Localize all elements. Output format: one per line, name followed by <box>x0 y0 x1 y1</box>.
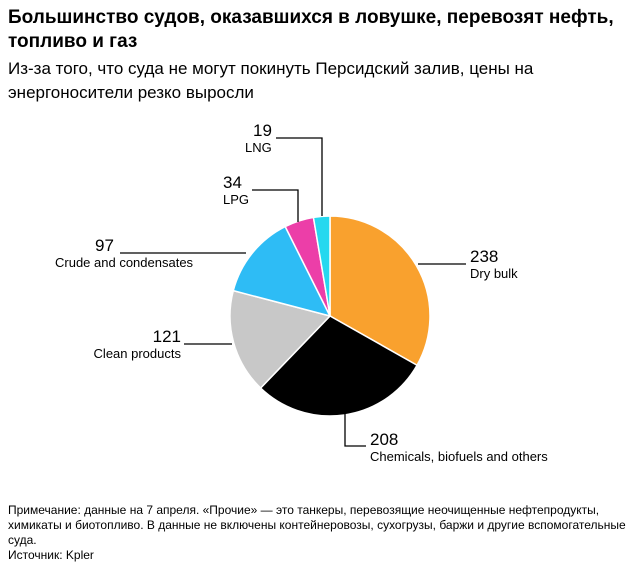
name-lng: LNG <box>245 140 272 155</box>
name-dry-bulk: Dry bulk <box>470 266 518 281</box>
value-chemicals: 208 <box>370 430 399 449</box>
name-lpg: LPG <box>223 192 250 207</box>
name-clean-products: Clean products <box>93 346 181 361</box>
label-clean-products: 121 Clean products <box>85 328 181 362</box>
label-crude: 97 Crude and condensates <box>55 237 193 271</box>
leader-line-4 <box>252 189 299 222</box>
footnote: Примечание: данные на 7 апреля. «Прочие»… <box>8 503 628 563</box>
pie-slice-crude-and-condensates <box>232 225 332 318</box>
name-chemicals: Chemicals, biofuels and others <box>370 449 548 464</box>
label-lpg: 34 LPG <box>223 174 249 208</box>
label-chemicals: 208 Chemicals, biofuels and others <box>370 431 548 465</box>
leader-line-5 <box>276 137 323 216</box>
chart-title: Большинство судов, оказавшихся в ловушке… <box>8 7 614 52</box>
source-text: Источник: Kpler <box>8 548 94 562</box>
value-lng: 19 <box>253 121 272 140</box>
note-text: Примечание: данные на 7 апреля. «Прочие»… <box>8 503 626 547</box>
pie-slice-lng <box>312 215 331 317</box>
pie-slice-clean-products <box>229 289 332 390</box>
value-dry-bulk: 238 <box>470 247 499 266</box>
value-clean-products: 121 <box>152 327 181 346</box>
value-crude: 97 <box>95 236 114 255</box>
value-lpg: 34 <box>223 173 242 192</box>
pie-slice-dry-bulk <box>329 215 431 367</box>
leader-line-1 <box>344 412 366 447</box>
label-lng: 19 LNG <box>245 122 272 156</box>
name-crude: Crude and condensates <box>55 255 194 270</box>
label-dry-bulk: 238 Dry bulk <box>470 248 518 282</box>
chart-subtitle: Из-за того, что суда не могут покинуть П… <box>8 59 534 102</box>
